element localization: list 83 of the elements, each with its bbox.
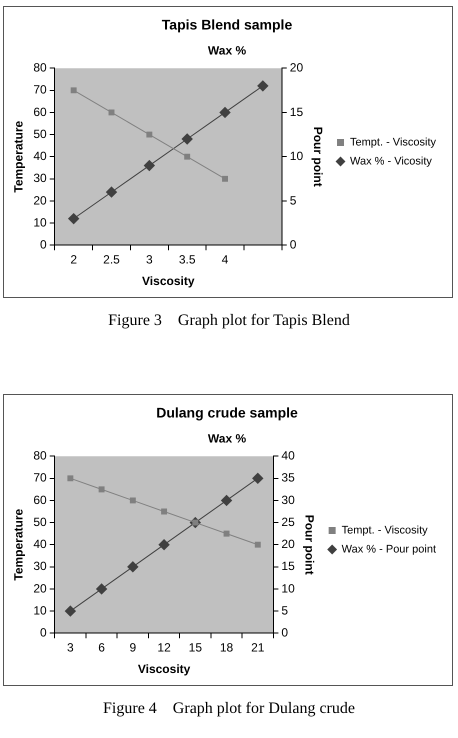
chart-subtitle: Wax % — [208, 431, 246, 446]
y2-axis-title: Pour point — [302, 514, 317, 575]
point — [64, 606, 76, 617]
point — [108, 109, 114, 116]
point — [127, 561, 138, 572]
point — [96, 583, 108, 594]
point — [98, 486, 105, 492]
y2-tick-label: 5 — [290, 193, 297, 208]
y2-tick-label: 30 — [281, 492, 296, 507]
point — [224, 530, 230, 537]
x-tick-label: 3.5 — [178, 252, 196, 267]
y-tick-label: 10 — [33, 215, 48, 230]
legend-label: Wax % - Vicosity — [350, 156, 432, 168]
point — [222, 176, 228, 182]
point — [158, 539, 170, 550]
chart-subtitle: Wax % — [208, 43, 246, 58]
x-tick-label: 12 — [157, 640, 172, 655]
point — [252, 472, 264, 484]
y-tick-label: 10 — [33, 603, 48, 618]
x-tick-label: 9 — [129, 640, 136, 655]
x-tick-label: 21 — [251, 640, 265, 655]
point — [221, 494, 232, 506]
x-axis-title: Viscosity — [138, 662, 191, 676]
y-tick-label: 50 — [33, 126, 48, 141]
point — [146, 132, 152, 138]
legend-label: Tempt. - Viscosity — [350, 136, 436, 149]
legend-label: Tempt. - Viscosity — [342, 524, 428, 537]
y2-tick-label: 25 — [281, 514, 296, 529]
point — [184, 154, 190, 160]
legend-label: Wax % - Pour point — [342, 544, 436, 556]
y-tick-label: 60 — [33, 104, 48, 119]
x-tick-label: 6 — [98, 640, 106, 655]
y2-tick-label: 10 — [290, 149, 304, 164]
point — [220, 106, 231, 118]
caption: Figure 4 Graph plot for Dulang crude — [102, 700, 356, 718]
y2-tick-label: 10 — [281, 581, 296, 596]
y2-tick-label: 35 — [281, 470, 296, 485]
y-tick-label: 20 — [33, 193, 48, 208]
x-axis-title: Viscosity — [142, 274, 195, 288]
x-tick-label: 4 — [222, 252, 229, 267]
y-axis-title: Temperature — [12, 120, 26, 193]
y-tick-label: 60 — [33, 492, 48, 507]
y-tick-label: 50 — [33, 514, 48, 529]
y2-tick-label: 0 — [290, 238, 297, 252]
x-tick-label: 3 — [146, 252, 153, 267]
y2-tick-label: 5 — [281, 603, 288, 618]
y2-tick-label: 20 — [281, 537, 296, 552]
x-tick-label: 3 — [67, 640, 74, 655]
point — [182, 134, 193, 144]
chart-title: Tapis Blend sample — [162, 16, 292, 32]
y-axis-title: Temperature — [12, 508, 26, 581]
caption: Figure 3 Graph plot for Tapis Blend — [107, 312, 351, 330]
y2-axis-title: Pour point — [311, 126, 325, 187]
point — [70, 87, 77, 94]
x-tick-label: 15 — [188, 640, 202, 655]
y2-tick-label: 15 — [281, 559, 296, 574]
x-tick-label: 18 — [220, 640, 234, 655]
y-tick-label: 0 — [40, 238, 48, 252]
point — [106, 186, 118, 198]
y-tick-label: 30 — [33, 171, 48, 186]
point — [254, 542, 261, 548]
point — [68, 213, 80, 224]
x-tick-label: 2 — [70, 252, 78, 267]
y-tick-label: 70 — [33, 82, 48, 97]
y-tick-label: 80 — [33, 448, 48, 463]
y-tick-label: 70 — [33, 470, 48, 485]
point — [161, 508, 168, 514]
y2-tick-label: 40 — [281, 448, 296, 463]
point — [257, 80, 268, 92]
point — [144, 160, 155, 172]
point — [130, 497, 136, 504]
y-tick-label: 30 — [33, 559, 48, 574]
y2-tick-label: 20 — [290, 60, 304, 75]
y2-tick-label: 0 — [281, 626, 288, 640]
y-tick-label: 0 — [40, 626, 48, 640]
y-tick-label: 80 — [33, 60, 48, 75]
x-tick-label: 2.5 — [103, 252, 120, 267]
chart-title: Dulang crude sample — [156, 404, 298, 420]
y-tick-label: 40 — [33, 149, 48, 164]
point — [67, 475, 74, 482]
y-tick-label: 40 — [33, 537, 48, 552]
y-tick-label: 20 — [33, 581, 48, 596]
y2-tick-label: 15 — [290, 104, 304, 119]
